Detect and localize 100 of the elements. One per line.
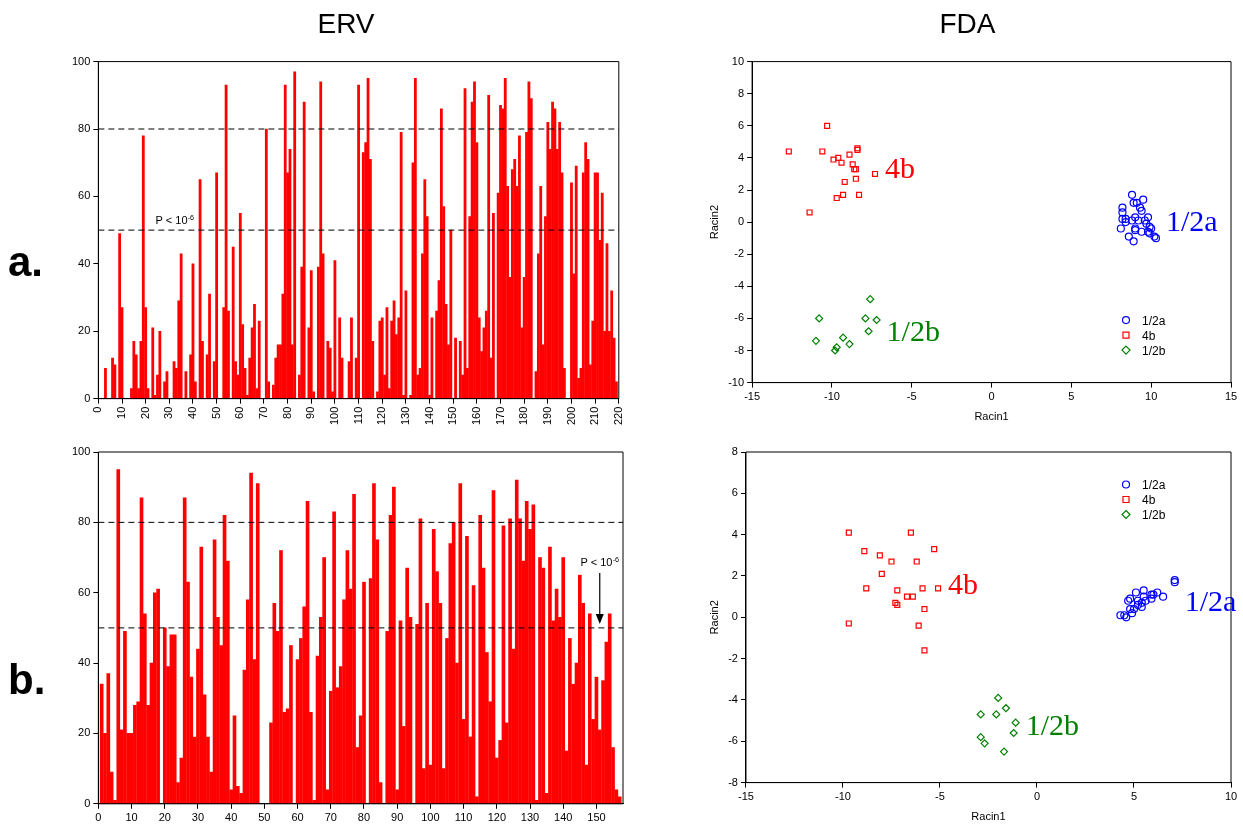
y-tick-label: -10 <box>728 375 745 388</box>
y-tick-label: 6 <box>737 118 745 131</box>
y-tick-label: -8 <box>734 343 745 356</box>
x-tick-label: 110 <box>454 811 473 824</box>
x-tick-label: 100 <box>327 406 340 426</box>
y-tick-label: -4 <box>734 279 745 292</box>
x-tick-label: 190 <box>540 406 553 426</box>
y-tick-label: 40 <box>78 656 91 669</box>
y-tick-label: 0 <box>737 215 745 228</box>
x-tick-label: 100 <box>421 811 440 824</box>
y-tick-label: 40 <box>78 256 91 269</box>
y-tick-label: 60 <box>78 189 91 202</box>
x-tick-label: 120 <box>375 406 388 426</box>
y-tick-label: 6 <box>731 486 738 499</box>
y-tick-label: -6 <box>734 311 745 324</box>
y-tick-label: 4 <box>731 527 738 540</box>
chart-title: FDA <box>939 7 996 39</box>
y-tick-label: 20 <box>78 324 91 337</box>
x-axis-title: Racin1 <box>971 810 1006 823</box>
annotation: 1/2a <box>1184 583 1237 617</box>
y-axis-title: Racin2 <box>707 204 720 240</box>
y-tick-label: 100 <box>71 54 91 67</box>
x-tick-label: 220 <box>611 406 624 426</box>
x-tick-label: 130 <box>398 406 411 426</box>
legend-label: 4b <box>1142 493 1156 507</box>
y-tick-label: 80 <box>78 122 91 135</box>
legend-label: 4b <box>1142 328 1156 343</box>
x-tick-label: -15 <box>738 790 754 803</box>
x-tick-label: 150 <box>587 811 606 824</box>
x-tick-label: 140 <box>554 811 573 824</box>
x-tick-label: 150 <box>446 406 459 426</box>
x-tick-label: -10 <box>823 390 840 403</box>
x-tick-label: 5 <box>1068 390 1075 403</box>
x-tick-label: 60 <box>233 406 246 419</box>
x-tick-label: -15 <box>744 390 761 403</box>
x-tick-label: 180 <box>517 406 530 426</box>
x-tick-label: 70 <box>324 811 337 824</box>
y-tick-label: 0 <box>731 610 738 623</box>
x-tick-label: 10 <box>125 811 138 824</box>
x-tick-label: 40 <box>225 811 238 824</box>
x-tick-label: 30 <box>162 406 175 419</box>
y-tick-label: -2 <box>728 651 738 664</box>
x-tick-label: 30 <box>191 811 205 824</box>
annotation: 1/2b <box>1025 707 1079 741</box>
y-tick-label: 100 <box>71 445 91 458</box>
y-tick-label: 4 <box>737 150 745 163</box>
x-tick-label: -5 <box>906 390 917 403</box>
x-tick-label: 50 <box>209 406 222 419</box>
x-tick-label: 90 <box>391 811 404 824</box>
y-tick-label: 10 <box>731 54 745 67</box>
text: a. <box>8 237 44 286</box>
y-tick-label: 2 <box>731 569 738 582</box>
x-tick-label: 0 <box>988 390 995 403</box>
x-tick-label: 170 <box>493 406 506 426</box>
x-tick-label: -10 <box>835 790 851 803</box>
x-tick-label: 110 <box>351 406 364 425</box>
x-tick-label: 40 <box>186 406 199 419</box>
x-tick-label: 20 <box>158 811 171 824</box>
y-tick-label: -8 <box>728 775 738 788</box>
x-tick-label: 200 <box>564 406 577 426</box>
x-tick-label: 0 <box>91 406 104 413</box>
x-tick-label: 20 <box>138 406 151 419</box>
y-tick-label: 8 <box>731 445 738 458</box>
legend-label: 1/2a <box>1142 478 1166 492</box>
y-tick-label: -4 <box>728 692 738 705</box>
x-tick-label: 80 <box>357 811 371 824</box>
annotation: 4b <box>948 567 979 601</box>
legend-label: 1/2b <box>1142 508 1166 522</box>
x-tick-label: 50 <box>258 811 271 824</box>
x-tick-label: 70 <box>256 406 269 419</box>
annotation: 4b <box>885 151 916 185</box>
x-tick-label: 5 <box>1130 790 1138 803</box>
x-tick-label: 80 <box>280 406 293 419</box>
y-tick-label: 20 <box>78 726 91 739</box>
text: b. <box>8 655 46 704</box>
x-tick-label: 210 <box>588 406 601 426</box>
annotation: 1/2a <box>1165 204 1218 238</box>
x-tick-label: 10 <box>115 406 128 419</box>
x-axis-title: Racin1 <box>974 410 1009 423</box>
y-tick-label: 2 <box>737 183 745 196</box>
x-tick-label: 15 <box>1224 390 1238 403</box>
x-tick-label: 130 <box>520 811 540 824</box>
x-tick-label: 60 <box>291 811 304 824</box>
x-tick-label: 0 <box>95 811 102 824</box>
legend-label: 1/2a <box>1142 313 1166 328</box>
x-tick-label: 90 <box>304 406 317 419</box>
y-tick-label: 80 <box>78 515 91 528</box>
y-tick-label: 8 <box>737 86 745 99</box>
x-tick-label: 140 <box>422 406 435 426</box>
x-tick-label: 10 <box>1145 390 1158 403</box>
x-tick-label: -5 <box>935 790 945 803</box>
y-tick-label: 60 <box>78 585 91 598</box>
x-tick-label: 120 <box>487 811 506 824</box>
x-tick-label: 0 <box>1033 790 1041 803</box>
y-axis-title: Racin2 <box>707 600 720 635</box>
annotation: 1/2b <box>886 313 940 347</box>
y-tick-label: -6 <box>728 734 738 747</box>
x-tick-label: 10 <box>1224 790 1238 803</box>
y-tick-label: -2 <box>734 247 745 260</box>
x-tick-label: 160 <box>469 406 482 426</box>
